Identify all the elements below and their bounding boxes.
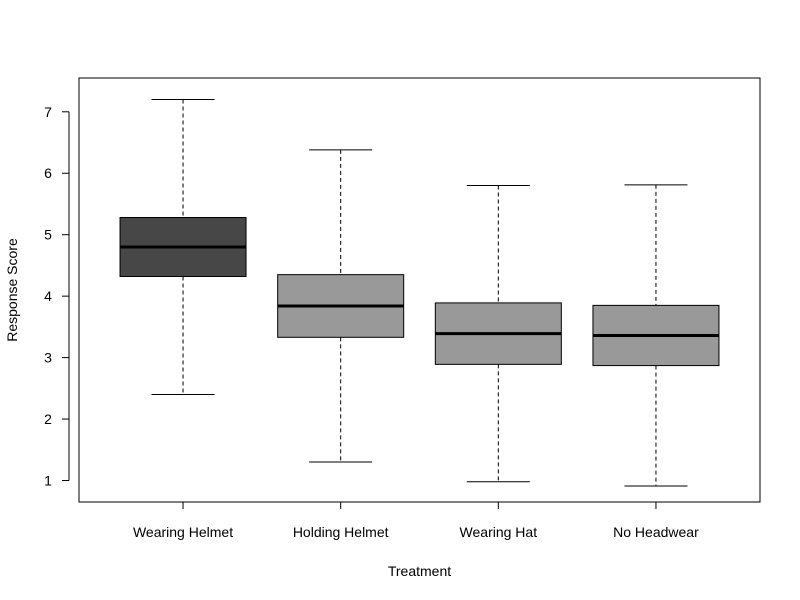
x-axis-label: Treatment [388, 563, 451, 579]
y-tick-label: 5 [44, 227, 52, 243]
box-3 [434, 185, 562, 483]
x-tick-label: Wearing Helmet [133, 524, 233, 540]
y-tick-label: 2 [44, 411, 52, 427]
box-4 [592, 184, 720, 487]
y-tick-label: 6 [44, 165, 52, 181]
y-tick-label: 7 [44, 104, 52, 120]
y-tick-label: 4 [44, 288, 52, 304]
y-axis-label: Response Score [4, 238, 20, 342]
y-tick-label: 3 [44, 350, 52, 366]
box-2 [277, 149, 405, 463]
x-tick-label: Wearing Hat [460, 524, 538, 540]
box-1 [119, 99, 247, 395]
x-axis: Wearing Helmet Holding Helmet Wearing Hat N… [133, 501, 699, 540]
x-tick-label: No Headwear [613, 524, 699, 540]
boxes-group [119, 99, 720, 487]
y-axis: 1 2 3 4 5 6 7 [44, 104, 70, 488]
x-tick-label: Holding Helmet [293, 524, 389, 540]
y-tick-label: 1 [44, 472, 52, 488]
plot-frame [78, 77, 761, 503]
